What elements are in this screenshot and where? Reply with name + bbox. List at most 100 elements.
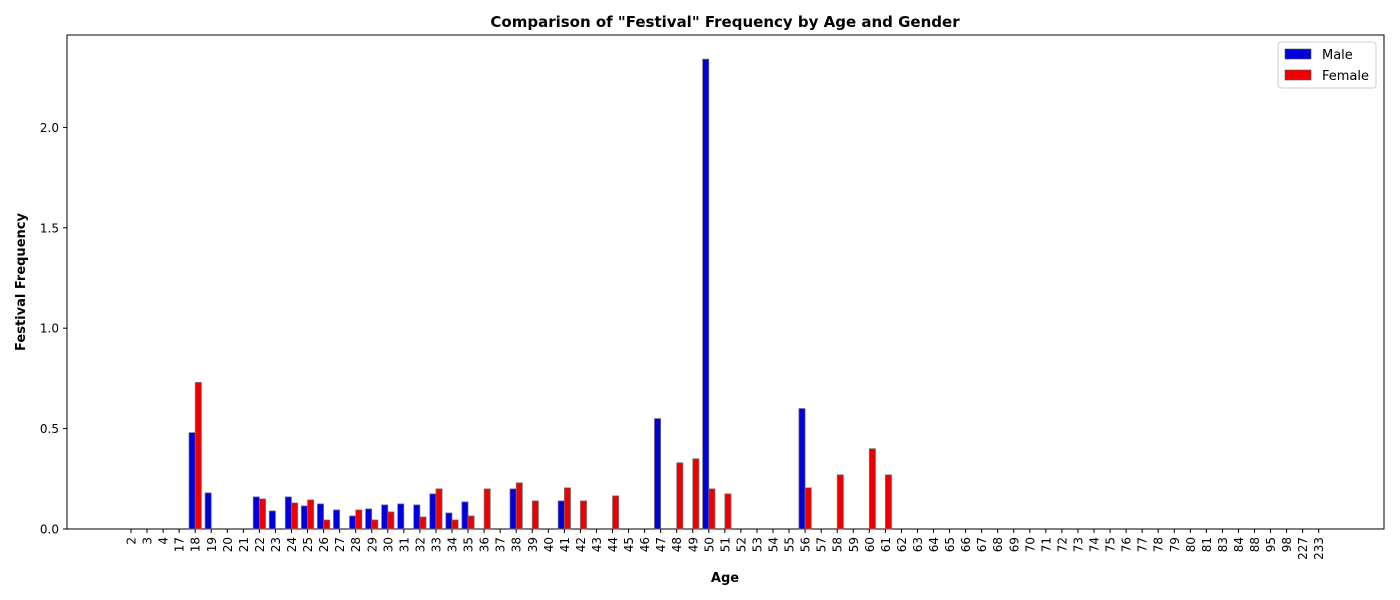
bar-female-age-61: [884, 474, 892, 530]
bars-layer: [188, 58, 892, 530]
x-tick-label: 33: [429, 537, 443, 552]
bar-female-age-44: [612, 495, 620, 530]
bar-female-age-48: [676, 462, 684, 530]
bar-female-age-60: [868, 448, 876, 530]
x-tick-label: 60: [863, 537, 877, 552]
bar-male-age-23: [268, 510, 276, 530]
x-tick-label: 65: [943, 537, 957, 552]
x-tick-label: 50: [702, 537, 716, 552]
x-tick-label: 70: [1023, 537, 1037, 552]
x-tick-label: 27: [333, 537, 347, 552]
x-tick-label: 38: [510, 537, 524, 552]
bar-male-age-56: [798, 408, 806, 530]
x-tick-label: 54: [767, 537, 781, 552]
bar-male-age-24: [284, 496, 292, 530]
bar-female-age-42: [580, 500, 587, 530]
bar-male-age-26: [317, 503, 324, 530]
bar-female-age-30: [387, 511, 395, 530]
x-tick-label: 22: [253, 537, 267, 552]
bar-female-age-35: [467, 515, 475, 530]
x-tick-label: 73: [1071, 537, 1085, 552]
x-tick-label: 52: [734, 537, 748, 552]
x-tick-label: 62: [895, 537, 909, 552]
x-tick-label: 66: [959, 537, 973, 552]
x-tick-label: 3: [141, 537, 155, 545]
x-tick-label: 35: [462, 537, 476, 552]
x-tick-label: 51: [718, 537, 732, 552]
bar-male-age-27: [333, 509, 341, 530]
x-tick-label: 36: [478, 537, 492, 552]
x-tick-label: 95: [1264, 537, 1278, 552]
x-tick-label: 64: [927, 537, 941, 552]
bar-male-age-50: [702, 58, 710, 530]
x-tick-label: 67: [975, 537, 989, 552]
x-tick-label: 40: [542, 537, 556, 552]
x-tick-label: 34: [446, 537, 460, 552]
bar-female-age-28: [355, 509, 363, 530]
x-tick-label: 59: [847, 537, 861, 552]
x-tick-label: 42: [574, 537, 588, 552]
bar-male-age-31: [397, 503, 405, 530]
bar-female-age-50: [708, 488, 716, 530]
x-tick-label: 21: [237, 537, 251, 552]
x-tick-label: 37: [494, 537, 508, 552]
x-tick-label: 233: [1312, 537, 1326, 560]
bar-female-age-36: [483, 488, 491, 530]
bar-male-age-38: [509, 488, 517, 530]
bar-female-age-39: [531, 500, 539, 530]
bar-male-age-22: [252, 496, 260, 530]
bar-female-age-38: [515, 482, 523, 530]
y-tick-label: 2.0: [40, 121, 59, 135]
bar-male-age-33: [429, 493, 437, 530]
x-tick-label: 45: [622, 537, 636, 552]
x-tick-label: 49: [686, 537, 700, 552]
bar-male-age-41: [557, 500, 565, 530]
x-tick-label: 18: [189, 537, 203, 552]
bar-male-age-29: [365, 508, 373, 530]
bar-male-age-47: [654, 418, 662, 530]
x-tick-label: 78: [1152, 537, 1166, 552]
x-tick-label: 24: [285, 537, 299, 552]
x-tick-label: 98: [1280, 537, 1294, 552]
x-tick-label: 25: [301, 537, 315, 552]
x-tick-label: 68: [991, 537, 1005, 552]
x-tick-label: 88: [1248, 537, 1262, 552]
bar-female-age-18: [194, 382, 202, 530]
x-tick-label: 84: [1232, 537, 1246, 552]
x-tick-label: 19: [205, 537, 219, 552]
x-tick-label: 56: [799, 537, 813, 552]
y-tick-label: 0.0: [40, 523, 59, 537]
legend-label-male: Male: [1322, 48, 1353, 63]
x-tick-label: 81: [1200, 537, 1214, 552]
bar-male-age-28: [349, 515, 357, 530]
legend-swatch-male: [1284, 48, 1312, 60]
x-tick-label: 74: [1088, 537, 1102, 552]
x-tick-label: 69: [1007, 537, 1021, 552]
x-tick-label: 43: [590, 537, 604, 552]
x-tick-label: 30: [381, 537, 395, 552]
y-tick-label: 0.5: [40, 422, 59, 436]
x-axis: 2 3 4 17 18 19 20 21 22 23 24 25 26 27 28 29 30 31 32 33 34 3…: [125, 529, 1326, 560]
x-tick-label: 48: [670, 537, 684, 552]
y-axis: 0.0 0.5 1.0 1.5 2.0: [40, 121, 67, 537]
x-tick-label: 83: [1216, 537, 1230, 552]
x-tick-label: 57: [815, 537, 829, 552]
x-tick-label: 29: [365, 537, 379, 552]
x-tick-label: 227: [1296, 537, 1310, 560]
x-tick-label: 77: [1136, 537, 1150, 552]
x-tick-label: 31: [397, 537, 411, 552]
x-tick-label: 63: [911, 537, 925, 552]
plot-area-frame: [66, 34, 1385, 530]
bar-female-age-56: [804, 487, 812, 530]
x-tick-label: 58: [831, 537, 845, 552]
x-tick-label: 61: [879, 537, 893, 552]
bar-male-age-19: [204, 492, 212, 530]
x-tick-label: 55: [783, 537, 797, 552]
x-tick-label: 23: [269, 537, 283, 552]
bar-female-age-32: [419, 516, 427, 530]
x-tick-label: 20: [221, 537, 235, 552]
x-tick-label: 4: [157, 537, 171, 545]
x-tick-label: 46: [638, 537, 652, 552]
bar-male-age-35: [461, 501, 469, 530]
